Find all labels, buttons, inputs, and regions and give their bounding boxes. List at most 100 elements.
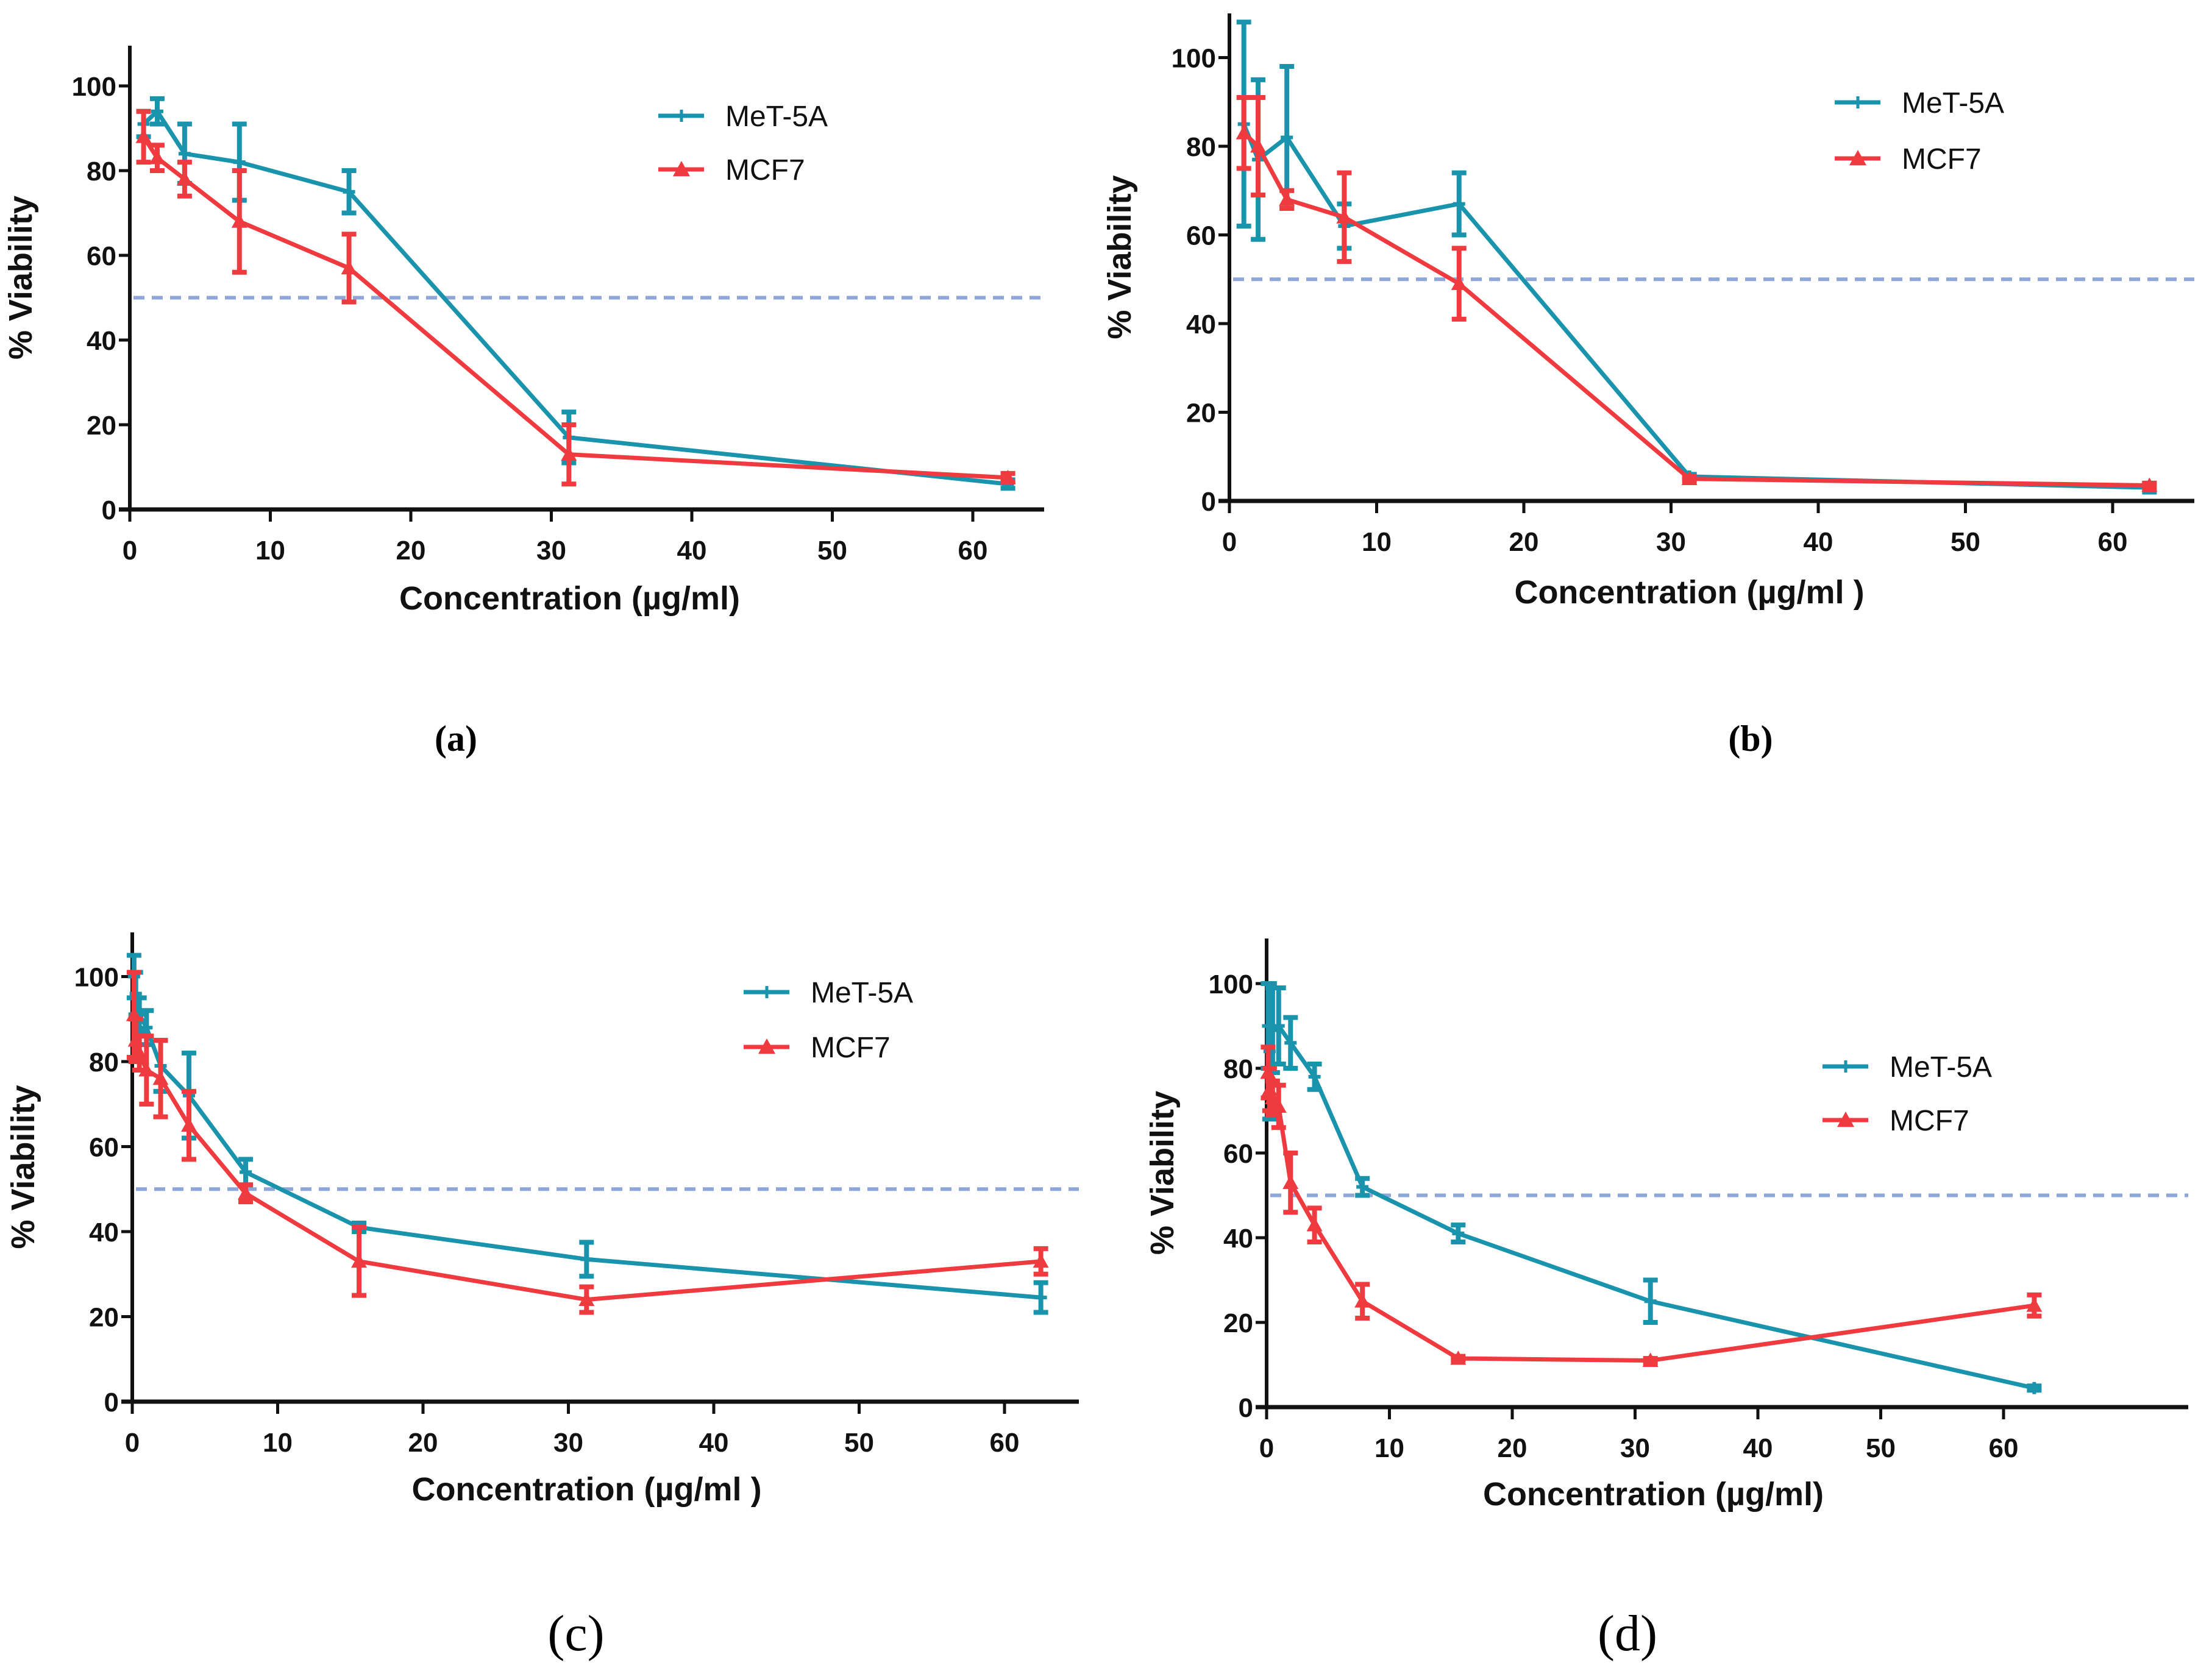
- data-point-triangle: [1236, 125, 1252, 140]
- data-point-star: [178, 147, 191, 160]
- panel-label: (a): [435, 718, 477, 759]
- x-axis-title: Concentration (µg/ml): [399, 580, 740, 617]
- legend-label: MeT-5A: [811, 977, 913, 1009]
- x-tick-label: 60: [2098, 527, 2128, 557]
- panel-d: 0 20 40 60 80 100 0 10 20 30 40 50 60 Concentration (…: [1144, 938, 2188, 1662]
- x-tick-label: 0: [1259, 1433, 1274, 1463]
- y-tick-label: 0: [1201, 487, 1216, 517]
- data-point-triangle: [1642, 1352, 1659, 1367]
- x-tick-label: 50: [817, 536, 847, 566]
- panel-b: 0 20 40 60 80 100 0 10 20 30 40 50 60 Concentration (…: [1101, 13, 2194, 759]
- y-tick-label: 100: [1209, 970, 1253, 999]
- y-tick-label: 0: [104, 1388, 119, 1417]
- x-tick-label: 40: [699, 1428, 729, 1458]
- legend-label: MCF7: [1902, 143, 1982, 176]
- x-tick-label: 40: [1743, 1433, 1773, 1463]
- x-tick-label: 0: [125, 1428, 140, 1458]
- legend: MeT-5A MCF7: [658, 101, 828, 186]
- series-mcf7: [1260, 1045, 2043, 1367]
- data-point-triangle: [1306, 1217, 1323, 1232]
- y-tick-label: 20: [1223, 1308, 1253, 1338]
- data-point-triangle: [351, 1253, 368, 1268]
- series-met5a: [136, 96, 1015, 491]
- x-tick-label: 10: [263, 1428, 293, 1458]
- x-tick-label: 60: [1989, 1433, 2019, 1463]
- legend-item-mcf7: MCF7: [1835, 143, 1982, 176]
- y-axis-title: % Viability: [1144, 1091, 1181, 1255]
- data-point-star: [1034, 1291, 1047, 1304]
- y-tick-label: 0: [1239, 1393, 1253, 1423]
- data-point-triangle: [1279, 191, 1295, 206]
- series-line: [1242, 123, 2150, 490]
- data-point-triangle: [1451, 275, 1467, 290]
- data-point-triangle: [2026, 1297, 2043, 1312]
- y-tick-label: 60: [87, 241, 116, 271]
- x-tick-label: 40: [677, 536, 707, 566]
- data-point-triangle: [1354, 1293, 1371, 1308]
- panel-a: 0 20 40 60 80 100 0 10 20 30 40 50 60 Concentration (…: [2, 46, 1044, 759]
- panel-label: (d): [1598, 1605, 1657, 1662]
- y-tick-label: 80: [1186, 132, 1216, 162]
- legend-label: MeT-5A: [1890, 1051, 1992, 1084]
- x-axis-title: Concentration (µg/ml ): [411, 1471, 761, 1508]
- x-tick-label: 30: [1620, 1433, 1650, 1463]
- y-tick-label: 100: [1172, 44, 1216, 74]
- x-tick-label: 60: [990, 1428, 1020, 1458]
- legend-triangle-icon: [673, 161, 690, 177]
- legend-triangle-icon: [1837, 1112, 1854, 1127]
- data-point-triangle: [1681, 470, 1698, 486]
- x-tick-label: 50: [1866, 1433, 1896, 1463]
- data-point-triangle: [1270, 1098, 1287, 1113]
- x-tick-label: 10: [1374, 1433, 1404, 1463]
- series-mcf7: [1236, 94, 2158, 492]
- y-tick-label: 40: [89, 1218, 119, 1247]
- x-tick-label: 20: [396, 536, 426, 566]
- data-point-star: [1644, 1295, 1657, 1308]
- y-tick-label: 100: [72, 72, 116, 102]
- data-point-triangle: [135, 129, 152, 143]
- legend-label: MCF7: [1890, 1105, 1969, 1137]
- legend-star-icon: [1852, 96, 1864, 108]
- legend-label: MeT-5A: [725, 101, 828, 133]
- y-axis-title: % Viability: [2, 196, 39, 360]
- x-tick-label: 20: [1498, 1433, 1527, 1463]
- x-tick-label: 10: [255, 536, 285, 566]
- x-tick-label: 30: [553, 1428, 583, 1458]
- data-point-star: [1452, 1227, 1465, 1240]
- data-point-triangle: [1450, 1350, 1467, 1365]
- legend-item-mcf7: MCF7: [1823, 1105, 1969, 1137]
- legend: MeT-5A MCF7: [1823, 1051, 1992, 1137]
- legend: MeT-5A MCF7: [1835, 87, 2004, 176]
- y-tick-label: 20: [87, 411, 116, 441]
- series-mcf7: [126, 970, 1049, 1315]
- data-point-triangle: [238, 1185, 254, 1200]
- x-tick-label: 50: [1951, 527, 1980, 557]
- legend-triangle-icon: [758, 1038, 775, 1054]
- x-tick-label: 0: [123, 536, 137, 566]
- panel-label: (b): [1728, 718, 1773, 759]
- data-point-triangle: [578, 1291, 595, 1306]
- data-point-star: [580, 1253, 593, 1266]
- y-tick-label: 80: [87, 157, 116, 186]
- data-point-star: [343, 185, 355, 198]
- series-met5a: [1236, 20, 2157, 495]
- data-point-triangle: [138, 1062, 155, 1077]
- legend-star-icon: [675, 110, 688, 122]
- data-point-triangle: [152, 1070, 169, 1085]
- x-tick-label: 60: [958, 536, 988, 566]
- x-tick-label: 50: [844, 1428, 874, 1458]
- data-point-triangle: [341, 260, 357, 275]
- legend-item-met5a: MeT-5A: [744, 977, 913, 1009]
- data-point-triangle: [561, 446, 577, 461]
- y-tick-label: 20: [89, 1303, 119, 1333]
- data-point-triangle: [181, 1117, 197, 1132]
- y-tick-label: 40: [87, 326, 116, 356]
- data-point-star: [1281, 131, 1293, 144]
- data-point-triangle: [2141, 477, 2158, 492]
- y-tick-label: 60: [1223, 1139, 1253, 1169]
- legend-item-met5a: MeT-5A: [658, 101, 828, 133]
- y-axis-title: % Viability: [5, 1085, 41, 1249]
- data-point-triangle: [1282, 1174, 1299, 1190]
- data-point-triangle: [231, 213, 247, 228]
